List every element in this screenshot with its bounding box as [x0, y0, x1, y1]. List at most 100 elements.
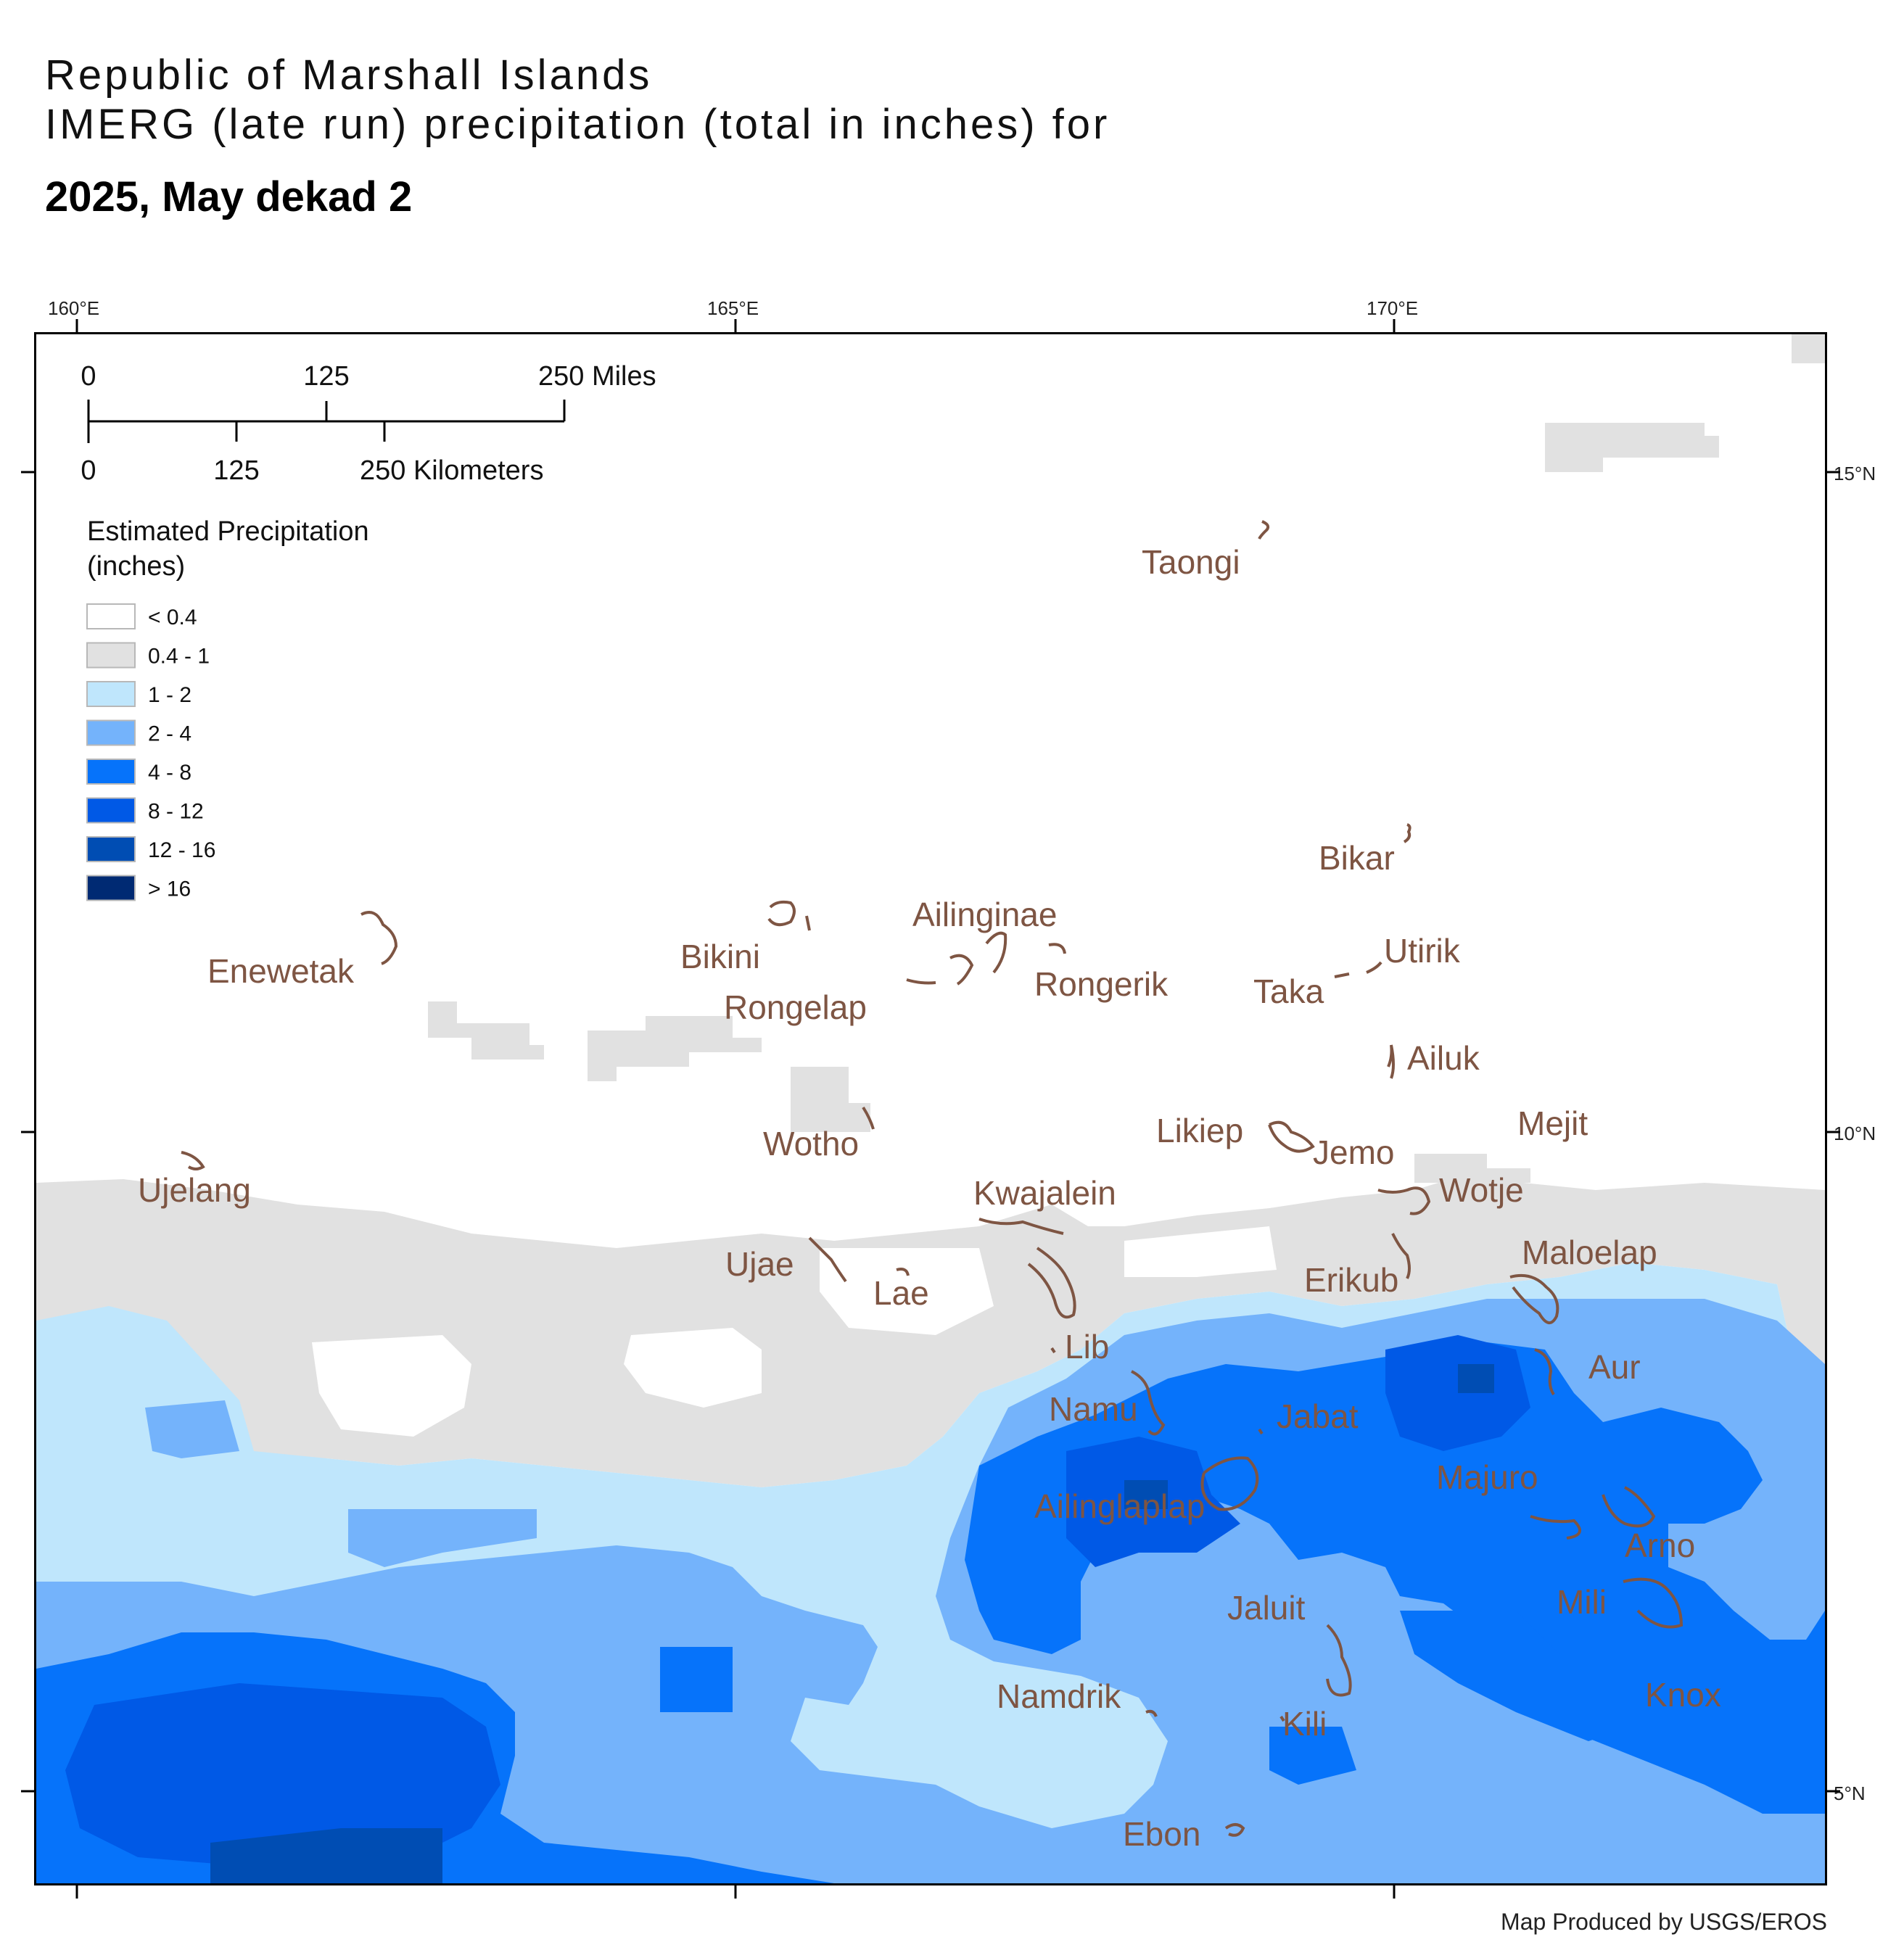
legend-swatch — [86, 797, 136, 824]
atoll-wotje-outline — [1377, 1186, 1431, 1215]
legend-label: 1 - 2 — [148, 683, 191, 707]
scale-km-0: 0 — [81, 455, 96, 486]
label-namu: Namu — [1049, 1390, 1138, 1428]
atoll-mili-outline — [1623, 1577, 1683, 1629]
scale-miles-250: 250 Miles — [538, 361, 656, 392]
raster-patch-medium-blue-west — [145, 1400, 239, 1458]
label-enewetak: Enewetak — [207, 952, 355, 990]
atoll-ujelang-outline — [181, 1151, 205, 1170]
label-ailinglaplap: Ailinglaplap — [1034, 1487, 1205, 1525]
map-title-period: 2025, May dekad 2 — [45, 173, 413, 220]
legend-title-line1: Estimated Precipitation — [87, 516, 369, 547]
label-ailinginae: Ailinginae — [912, 896, 1057, 933]
raster-patch-bright-blue-kili — [1269, 1727, 1356, 1785]
atoll-lib-outline — [1050, 1347, 1056, 1354]
raster-zone-deepest-1 — [1124, 1480, 1168, 1509]
atoll-aur-outline — [1534, 1348, 1555, 1396]
atoll-jabat-outline — [1258, 1428, 1264, 1435]
raster-patch-gray-wotho — [791, 1067, 870, 1132]
label-arno: Arno — [1625, 1527, 1695, 1564]
label-taongi: Taongi — [1142, 543, 1240, 581]
raster-patch-gray-mid — [588, 1016, 762, 1081]
scale-bar: 0 125 250 Miles 0 125 250 Kilometers — [81, 361, 656, 486]
atoll-namu-outline — [1131, 1370, 1166, 1436]
legend-label: 12 - 16 — [148, 838, 215, 862]
label-utirik: Utirik — [1384, 932, 1461, 970]
legend-label: 0.4 - 1 — [148, 645, 210, 669]
atoll-majuro-outline — [1530, 1515, 1581, 1540]
map-frame: 0 125 250 Miles 0 125 250 Kilometers Est… — [34, 332, 1827, 1885]
atoll-likiep-outline — [1268, 1120, 1315, 1153]
longitude-label-160: 160°E — [48, 297, 100, 319]
atoll-arno-outline — [1602, 1486, 1656, 1528]
atoll-ailinglaplap-outline — [1200, 1456, 1259, 1511]
precipitation-raster — [36, 334, 1825, 1883]
label-ailuk: Ailuk — [1407, 1039, 1480, 1077]
legend: Estimated Precipitation (inches) < 0.4 0.… — [86, 516, 369, 901]
atoll-taongi-outline — [1258, 520, 1270, 540]
label-bikar: Bikar — [1319, 839, 1395, 877]
scale-miles-0: 0 — [81, 361, 96, 392]
legend-label: 4 - 8 — [148, 761, 191, 785]
raster-patch-gray-taka — [1414, 1154, 1530, 1183]
latitude-label-5: 5°N — [1834, 1783, 1866, 1804]
label-bikini: Bikini — [680, 938, 760, 975]
label-rongelap: Rongelap — [724, 988, 867, 1026]
raster-zone-deepest-sw — [210, 1828, 442, 1883]
legend-swatch — [86, 875, 136, 901]
label-jaluit: Jaluit — [1227, 1589, 1306, 1627]
atoll-namdrik-outline — [1145, 1709, 1158, 1717]
label-likiep: Likiep — [1156, 1112, 1243, 1149]
atoll-enewetak-outline — [360, 911, 398, 965]
label-knox: Knox — [1645, 1676, 1721, 1714]
atoll-erikub-outline — [1391, 1233, 1411, 1279]
map-title-line1: Republic of Marshall Islands — [45, 51, 653, 99]
raster-zone-deep-blue-sw — [65, 1683, 500, 1864]
raster-patch-gray-nw — [428, 1001, 544, 1059]
scale-km-125: 125 — [213, 455, 259, 486]
label-ebon: Ebon — [1123, 1815, 1200, 1853]
label-maloelap: Maloelap — [1522, 1234, 1657, 1271]
scale-miles-125: 125 — [303, 361, 349, 392]
legend-label: 2 - 4 — [148, 722, 191, 746]
atoll-rongelap-outline — [906, 931, 1007, 986]
atoll-jaluit-outline — [1326, 1624, 1352, 1697]
label-jemo: Jemo — [1313, 1133, 1394, 1171]
legend-swatch — [86, 836, 136, 862]
label-ujelang: Ujelang — [138, 1171, 251, 1209]
legend-label: < 0.4 — [148, 606, 197, 629]
atoll-rongerik-outline — [1048, 943, 1066, 954]
atoll-lae-outline — [896, 1268, 910, 1276]
legend-swatch — [86, 603, 136, 629]
atoll-ujae-outline — [808, 1236, 847, 1283]
atoll-outlines — [181, 520, 1683, 1837]
atoll-ebon-outline — [1224, 1823, 1245, 1837]
island-labels: Taongi Bikar Utirik Taka Ailuk Mejit Lik… — [138, 543, 1721, 1853]
raster-pocket-white-3 — [820, 1248, 994, 1335]
label-wotje: Wotje — [1439, 1171, 1524, 1209]
legend-label: 8 - 12 — [148, 800, 204, 824]
atoll-bikar-outline — [1403, 823, 1411, 843]
scale-km-250: 250 Kilometers — [360, 455, 543, 486]
label-mejit: Mejit — [1517, 1104, 1588, 1142]
latitude-label-15: 15°N — [1834, 463, 1876, 484]
raster-patch-gray-north — [1545, 423, 1719, 472]
atoll-bikini-outline — [767, 900, 811, 931]
label-wotho: Wotho — [763, 1125, 859, 1162]
atoll-ailuk-outline — [1387, 1044, 1395, 1079]
map-credit: Map Produced by USGS/EROS — [1501, 1909, 1827, 1935]
label-aur: Aur — [1588, 1348, 1641, 1386]
label-ujae: Ujae — [725, 1245, 794, 1283]
raster-patch-gray-ne — [1792, 334, 1825, 363]
atoll-kwajalein-outline — [978, 1218, 1076, 1319]
label-kili: Kili — [1282, 1705, 1327, 1743]
atoll-kili-outline — [1279, 1715, 1285, 1722]
label-lib: Lib — [1065, 1328, 1109, 1366]
raster-pocket-white-4 — [1124, 1226, 1277, 1277]
label-taka: Taka — [1253, 972, 1324, 1010]
label-jabat: Jabat — [1277, 1397, 1359, 1435]
atoll-utirik-outline — [1334, 961, 1382, 978]
raster-pocket-white-1 — [312, 1335, 471, 1437]
map-canvas: 0 125 250 Miles 0 125 250 Kilometers Est… — [36, 334, 1825, 1883]
